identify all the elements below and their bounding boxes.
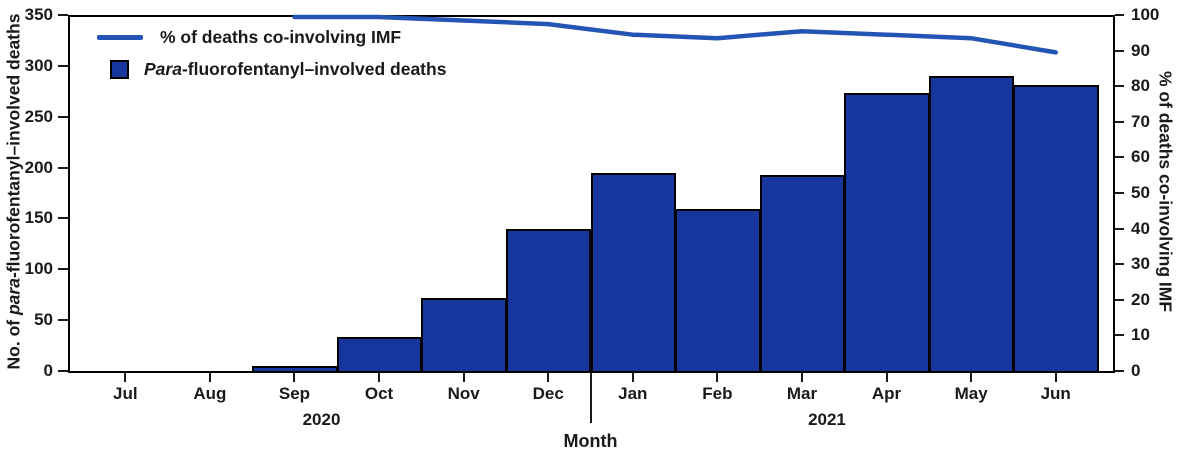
legend-bar-label-italic: Para: [144, 59, 182, 79]
bottom-tick-mark: [800, 373, 803, 382]
right-tick-label: 40: [1131, 218, 1150, 238]
right-tick-label: 80: [1131, 76, 1150, 96]
right-tick-mark: [1115, 370, 1124, 372]
year-label-2021: 2021: [808, 410, 846, 429]
left-tick-label: 200: [24, 157, 53, 177]
right-tick-mark: [1115, 334, 1124, 337]
month-label-Nov: Nov: [447, 384, 480, 403]
bottom-tick-mark: [378, 373, 381, 382]
legend-item-bar: Para-fluorofentanyl–involved deaths: [97, 56, 446, 83]
month-label-Jan: Jan: [618, 384, 648, 403]
month-label-May: May: [954, 384, 988, 403]
left-tick-mark: [58, 166, 68, 169]
year-divider-line: [589, 373, 592, 423]
month-label-Feb: Feb: [702, 384, 733, 403]
right-tick-label: 100: [1131, 5, 1160, 24]
bottom-tick-mark: [970, 373, 973, 382]
right-tick-mark: [1115, 192, 1124, 194]
bottom-tick-mark: [716, 373, 719, 382]
left-tick-mark: [58, 115, 68, 118]
left-tick-label: 300: [24, 55, 53, 75]
bar-Nov: [421, 298, 507, 371]
right-tick-mark: [1115, 120, 1124, 123]
left-tick-label: 250: [24, 106, 53, 126]
month-label-Sep: Sep: [278, 384, 311, 403]
left-tick-mark: [58, 64, 68, 67]
month-label-Mar: Mar: [786, 384, 818, 403]
right-tick-label: 60: [1131, 147, 1150, 167]
right-tick-mark: [1115, 227, 1124, 230]
bottom-tick-mark: [885, 373, 888, 382]
left-tick-label: 150: [24, 208, 53, 228]
left-tick-label: 50: [34, 310, 53, 330]
right-tick-mark: [1115, 298, 1124, 301]
bottom-tick-mark: [1054, 373, 1057, 382]
left-tick-mark: [58, 14, 68, 16]
bar-Oct: [336, 337, 423, 371]
legend: % of deaths co-involving IMF Para-fluoro…: [97, 24, 446, 83]
month-label-Oct: Oct: [364, 384, 394, 403]
right-tick-mark: [1115, 156, 1124, 159]
right-tick-label: 10: [1131, 325, 1150, 345]
year-label-2020: 2020: [302, 410, 341, 429]
right-axis-title: % of deaths co-involving IMF: [1155, 70, 1176, 313]
left-tick-label: 0: [43, 361, 53, 380]
left-tick-mark: [58, 319, 68, 322]
bar-Mar: [759, 175, 846, 371]
month-label-Jul: Jul: [113, 384, 138, 403]
bottom-tick-mark: [208, 373, 211, 382]
legend-item-line: % of deaths co-involving IMF: [97, 24, 446, 51]
bar-Dec: [505, 229, 592, 371]
left-tick-mark: [58, 217, 68, 220]
bottom-tick-mark: [293, 373, 296, 382]
bottom-tick-mark: [462, 373, 465, 382]
legend-bar-label-post: -fluorofentanyl–involved deaths: [181, 59, 447, 79]
right-tick-label: 70: [1131, 111, 1150, 131]
legend-bar-label: Para-fluorofentanyl–involved deaths: [144, 59, 446, 80]
right-tick-mark: [1115, 85, 1124, 88]
right-tick-label: 20: [1131, 289, 1150, 309]
right-tick-mark: [1115, 263, 1124, 266]
x-axis-title: Month: [563, 431, 618, 451]
right-tick-label: 50: [1131, 183, 1150, 202]
legend-line-label: % of deaths co-involving IMF: [160, 27, 402, 47]
month-label-Jun: Jun: [1040, 384, 1071, 403]
bar-Sep: [252, 366, 338, 371]
left-tick-label: 100: [24, 259, 53, 279]
left-tick-mark: [58, 370, 68, 372]
legend-bar-swatch: [110, 60, 129, 79]
bottom-tick-mark: [631, 373, 634, 382]
left-tick-mark: [58, 268, 68, 271]
plot-area: [68, 14, 1115, 373]
legend-line-swatch: [97, 35, 143, 40]
bar-Jun: [1013, 85, 1099, 371]
month-label-Dec: Dec: [532, 384, 564, 403]
right-tick-mark: [1115, 14, 1124, 16]
right-tick-mark: [1115, 49, 1124, 52]
imf-percent-line: [292, 14, 1058, 55]
left-axis-title-post: -fluorofentanyl–involved deaths: [3, 13, 24, 279]
bar-Apr: [844, 93, 930, 371]
bottom-tick-mark: [124, 373, 127, 382]
right-tick-label: 90: [1131, 40, 1150, 60]
month-label-Aug: Aug: [193, 384, 227, 403]
bottom-tick-mark: [547, 373, 550, 382]
left-tick-label: 350: [24, 5, 53, 24]
right-tick-label: 0: [1131, 361, 1141, 380]
month-label-Apr: Apr: [871, 384, 902, 403]
right-tick-label: 30: [1131, 254, 1150, 274]
